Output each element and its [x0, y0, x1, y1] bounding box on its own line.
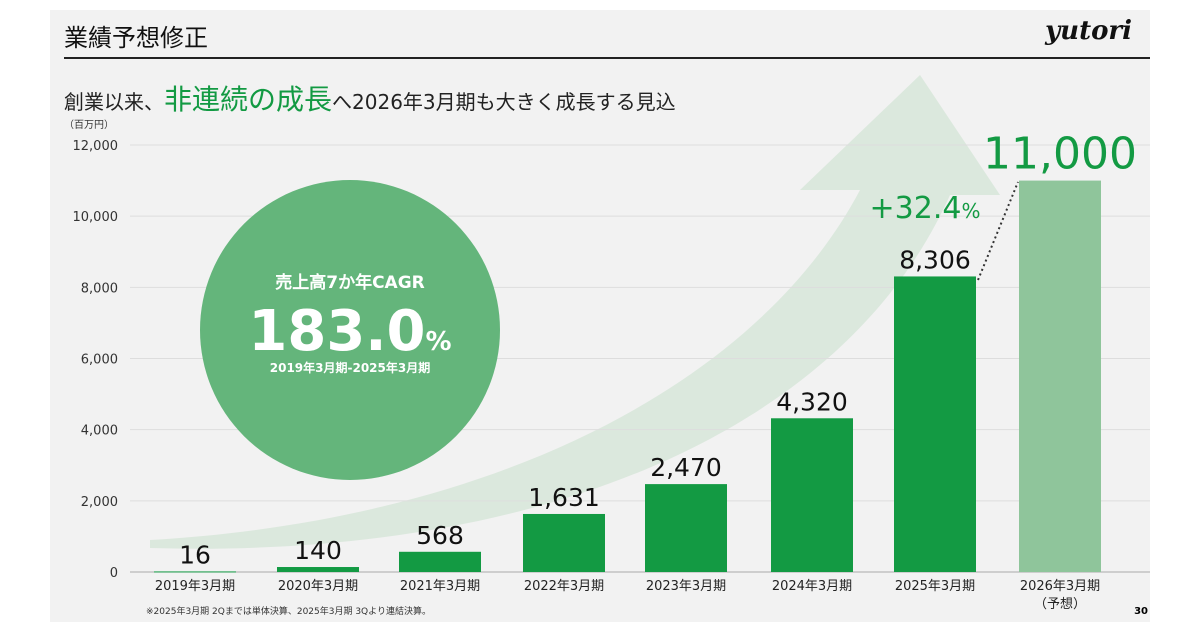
y-tick-label: 2,000: [81, 495, 118, 510]
x-tick-sublabel: （予想）: [1034, 596, 1086, 612]
bar: [1019, 180, 1101, 573]
subtitle-highlight: 非連続の成長: [164, 83, 333, 116]
cagr-period: 2019年3月期-2025年3月期: [270, 360, 430, 375]
growth-dotted-line: [977, 181, 1019, 281]
y-tick-label: 12,000: [73, 139, 119, 154]
bar: [894, 276, 976, 572]
x-tick-label: 2021年3月期: [400, 579, 480, 594]
y-tick-label: 10,000: [73, 210, 119, 225]
data-label: 140: [294, 536, 342, 565]
x-tick-label: 2019年3月期: [155, 579, 235, 594]
bar: [771, 418, 853, 572]
x-tick-label: 2024年3月期: [772, 579, 852, 594]
title-divider: [64, 57, 1150, 59]
page-number: 30: [1134, 606, 1148, 617]
data-label: 568: [416, 521, 464, 550]
y-tick-label: 0: [110, 566, 118, 581]
footnote: ※2025年3月期 2Qまでは単体決算、2025年3月期 3Qより連結決算。: [146, 607, 431, 617]
unit-label: （百万円）: [64, 119, 114, 131]
page-title: 業績予想修正: [64, 24, 208, 52]
y-tick-label: 6,000: [81, 353, 118, 368]
x-tick-label: 2023年3月期: [646, 579, 726, 594]
y-tick-label: 8,000: [81, 281, 118, 296]
logo: yutori: [1045, 16, 1132, 46]
x-tick-label: 2026年3月期: [1020, 579, 1100, 594]
data-label: 2,470: [650, 453, 722, 482]
bar: [399, 551, 481, 572]
bar: [645, 484, 727, 572]
growth-annotation: +32.4%: [870, 191, 981, 226]
bar: [277, 567, 359, 572]
y-tick-label: 4,000: [81, 424, 118, 439]
cagr-value: 183.0%: [248, 299, 451, 364]
growth-arrow: [150, 75, 1000, 549]
x-tick-label: 2025年3月期: [895, 579, 975, 594]
cagr-label: 売上高7か年CAGR: [275, 272, 425, 293]
data-label: 8,306: [899, 245, 971, 274]
data-label: 16: [179, 540, 211, 569]
x-tick-label: 2022年3月期: [524, 579, 604, 594]
subtitle-post: へ2026年3月期も大きく成長する見込: [332, 90, 676, 114]
bar: [154, 571, 236, 573]
cagr-circle: [200, 180, 500, 480]
x-tick-label: 2020年3月期: [278, 579, 358, 594]
bar: [523, 513, 605, 572]
subtitle: 創業以来、非連続の成長へ2026年3月期も大きく成長する見込: [64, 78, 676, 118]
data-label: 4,320: [776, 387, 848, 416]
data-label: 1,631: [528, 483, 600, 512]
subtitle-pre: 創業以来、: [64, 90, 164, 114]
data-label: 11,000: [983, 129, 1137, 180]
